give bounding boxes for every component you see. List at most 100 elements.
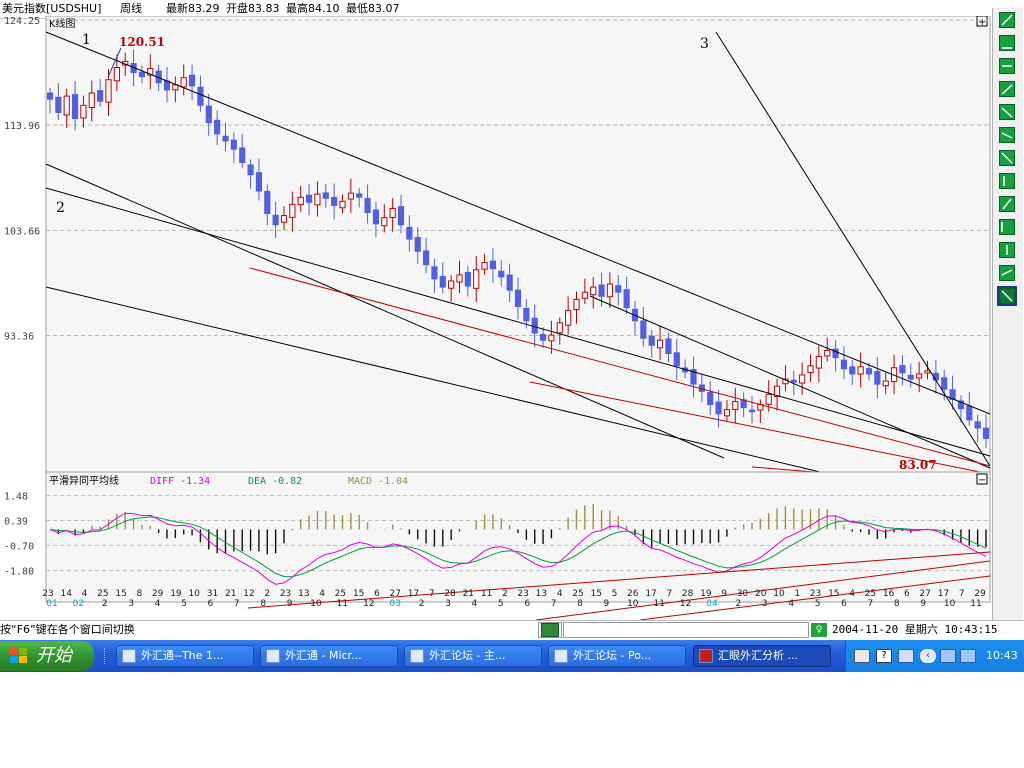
task-button-2[interactable]: 外汇通 - Micr... — [260, 645, 398, 667]
candle-body — [55, 96, 62, 113]
down-line-tool-icon[interactable] — [999, 104, 1015, 120]
x-month-label: 2 — [419, 599, 425, 609]
x-month-label: 7 — [551, 599, 557, 609]
candle-body — [665, 338, 672, 355]
task-button-1[interactable]: 外汇通--The 1... — [116, 645, 254, 667]
fibo-bars-tool-icon[interactable] — [999, 242, 1015, 258]
x-tick-label: 15 — [115, 589, 126, 599]
fan-bars-tool-icon[interactable] — [999, 196, 1015, 212]
candle-body — [916, 373, 923, 379]
delete-tool-icon[interactable] — [997, 286, 1017, 306]
triangle-tool-icon[interactable] — [999, 35, 1015, 51]
candle-body — [481, 262, 488, 270]
x-month-label: 7 — [234, 599, 240, 609]
candle-body — [598, 284, 605, 297]
bulb-icon[interactable]: ♀ — [811, 623, 827, 637]
price-panel[interactable] — [45, 16, 991, 473]
task-button-4[interactable]: 外汇论坛 - Po... — [548, 645, 686, 667]
candle-body — [824, 349, 831, 357]
macd-panel-title: 平滑异同平均线 — [49, 474, 119, 487]
macd-axis-ticks: 1.48 0.39 -0.70 -1.80 — [4, 492, 34, 578]
x-tick-label: 31 — [207, 589, 218, 599]
candle-body — [815, 356, 822, 369]
x-tick-label: 4 — [82, 589, 88, 599]
chevron-left-icon[interactable]: ‹ — [920, 649, 936, 663]
x-tick-label: 6 — [374, 589, 380, 599]
expand-panel-button[interactable] — [976, 16, 988, 27]
candle-body — [389, 207, 396, 219]
channel-lower-red — [529, 381, 991, 475]
ime-tray-icon[interactable] — [898, 649, 914, 663]
parallel-line-tool-icon[interactable] — [999, 127, 1015, 143]
candle-body — [414, 237, 421, 252]
status-datetime: 2004-11-20 星期六 10:43:15 — [832, 623, 998, 636]
candle-body — [765, 393, 772, 405]
candle-body — [690, 369, 697, 385]
start-button[interactable]: 开始 — [0, 641, 94, 671]
candle-body — [790, 379, 797, 383]
trendline-label-3: 3 — [700, 36, 709, 52]
price-gridlines — [46, 19, 990, 337]
expand-panel-glyph: + — [978, 17, 986, 28]
candle-body — [941, 377, 948, 390]
chart-application: 美元指数[USDSHU] 周线 最新83.29 开盘83.83 最高84.10 … — [0, 0, 1024, 672]
candle-body — [46, 92, 54, 100]
trendline-3 — [715, 31, 991, 467]
collapse-panel-button[interactable] — [976, 473, 988, 485]
candle-body — [849, 366, 856, 375]
task-button-5[interactable]: 汇眼外汇分析 ... — [693, 645, 831, 667]
time-axis: 23 14 4 25 15 8 29 19 10 31 21 12 2 23 13 4 25 15 6 27 17 7 28… — [42, 589, 986, 609]
flat-line-tool-icon[interactable] — [999, 58, 1015, 74]
price-tick-label: 93.36 — [4, 332, 34, 343]
trendline-label-2: 2 — [56, 200, 65, 216]
macd-panel[interactable] — [45, 471, 991, 603]
price-axis-ticks: 124.25 113.96 103.66 93.36 — [4, 16, 40, 343]
candle-body — [289, 203, 296, 218]
latest-price: 最新83.29 — [166, 2, 220, 15]
channel-tool-icon[interactable] — [999, 265, 1015, 281]
candle-body — [489, 260, 497, 270]
candle-body — [865, 368, 873, 375]
task-label-1: 外汇通--The 1... — [141, 649, 224, 662]
taskbar-grip[interactable] — [104, 648, 109, 664]
x-tick-label: 20 — [755, 589, 767, 599]
macd-trendlines — [247, 551, 991, 620]
system-tray: ? ‹ 10:43 — [845, 640, 1024, 672]
network2-tray-icon[interactable] — [960, 649, 976, 663]
instrument-name: 美元指数[USDSHU] — [2, 2, 102, 15]
help-tray-icon[interactable]: ? — [876, 649, 892, 663]
candle-body — [448, 280, 455, 289]
price-tick-label: 113.96 — [4, 121, 40, 132]
x-tick-label: 27 — [919, 589, 930, 599]
candle-body — [982, 427, 990, 439]
candle-body — [305, 194, 313, 203]
candle-body — [723, 409, 731, 417]
candle-body — [640, 320, 647, 339]
candle-body — [239, 147, 246, 163]
cross-line-tool-icon[interactable] — [999, 150, 1015, 166]
network-tray-icon[interactable] — [940, 649, 956, 663]
candle-body — [138, 71, 146, 78]
x-month-label: 12 — [680, 599, 691, 609]
candle-body — [397, 206, 405, 226]
keyboard-icon[interactable] — [541, 623, 559, 637]
high-annotation-pointer — [107, 47, 122, 78]
up-line-tool-icon[interactable] — [999, 81, 1015, 97]
grid-bars-tool-icon[interactable] — [999, 219, 1015, 235]
candle-body — [899, 365, 906, 374]
vertical-bars-tool-icon[interactable] — [999, 173, 1015, 189]
taskbar-clock: 10:43 — [986, 649, 1018, 662]
x-tick-label: 7 — [959, 589, 965, 599]
candle-body — [163, 80, 171, 91]
period-label[interactable]: 周线 — [120, 2, 142, 15]
macd-trend-1 — [247, 551, 991, 609]
collapse-panel-glyph: − — [978, 475, 986, 486]
low-annotation: 83.07 — [899, 458, 937, 472]
task-button-3[interactable]: 外汇论坛 - 主... — [404, 645, 542, 667]
x-tick-label: 6 — [904, 589, 910, 599]
pointer-tool-icon[interactable] — [999, 12, 1015, 28]
candle-body — [431, 266, 438, 280]
keyboard-tray-icon[interactable] — [854, 649, 870, 663]
candle-body — [473, 269, 480, 289]
